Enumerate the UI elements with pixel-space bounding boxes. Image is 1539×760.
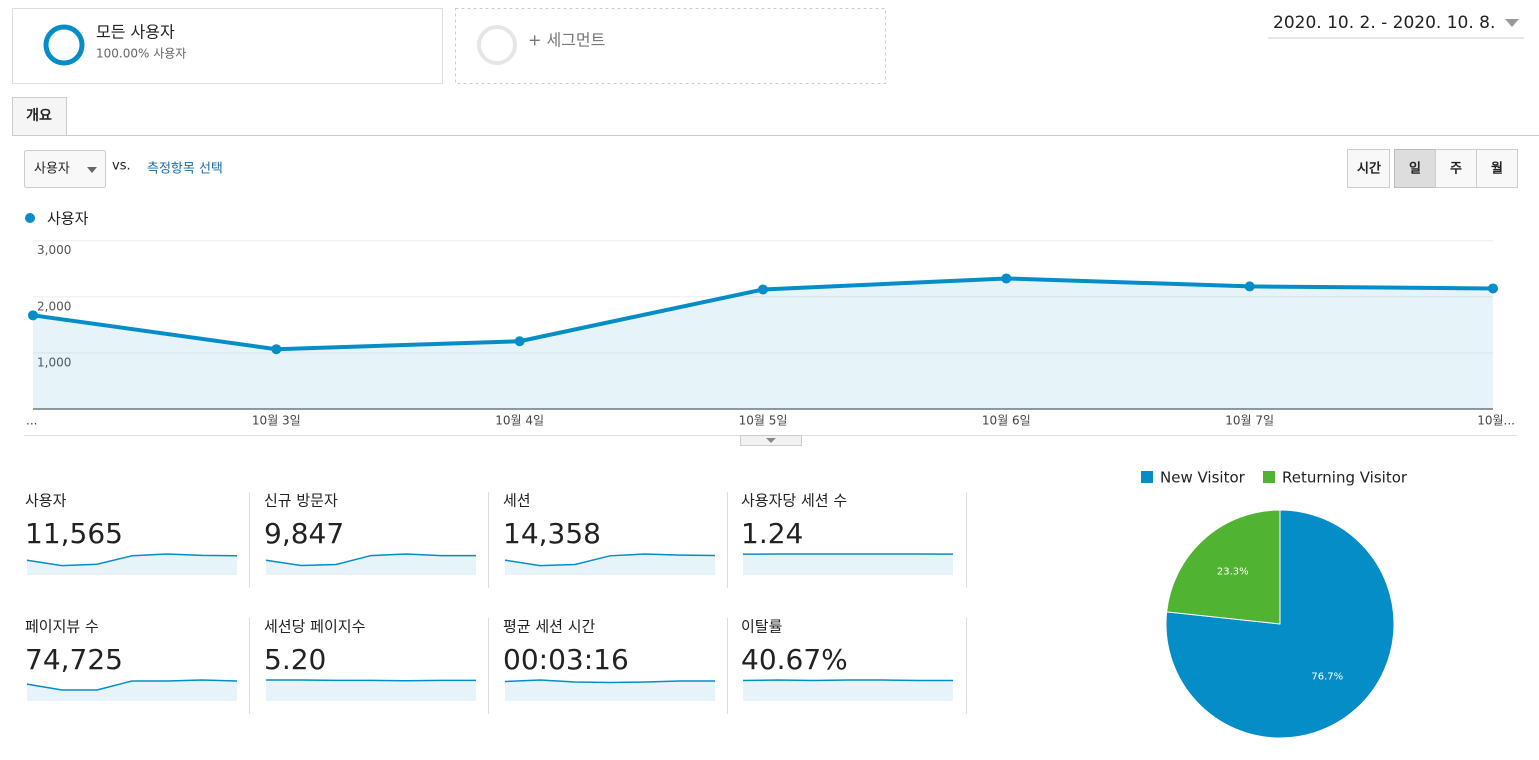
metric-label: 사용자당 세션 수 bbox=[741, 492, 847, 510]
plot-area bbox=[33, 239, 1493, 409]
sparkline bbox=[26, 553, 238, 567]
metric-value: 14,358 bbox=[503, 517, 601, 550]
granularity-label[interactable]: 일 bbox=[1409, 162, 1421, 177]
metric-label: 사용자 bbox=[25, 492, 67, 510]
segment-card[interactable] bbox=[12, 8, 443, 84]
date-dropdown-arrow[interactable] bbox=[1505, 19, 1519, 27]
x-tick-label: ... bbox=[26, 414, 37, 428]
granularity-label[interactable]: 시간 bbox=[1357, 161, 1381, 177]
point bbox=[271, 344, 282, 355]
tab[interactable] bbox=[12, 97, 67, 136]
segment-title: 모든 사용자 bbox=[96, 23, 175, 42]
granularity-button-active[interactable] bbox=[1394, 149, 1436, 188]
sparkline-area bbox=[266, 554, 476, 575]
legend-label: Returning Visitor bbox=[1282, 469, 1408, 487]
sparkline-area bbox=[266, 680, 476, 701]
metric-value: 5.20 bbox=[264, 643, 326, 676]
point bbox=[28, 310, 38, 321]
x-tick-label: 10월 5일 bbox=[739, 414, 788, 428]
granularity-button[interactable] bbox=[1347, 149, 1390, 188]
x-tick-label: 10월 3일 bbox=[252, 414, 301, 428]
x-tick-label: 10월 7일 bbox=[1225, 414, 1274, 428]
y-tick-label: 2,000 bbox=[37, 299, 71, 313]
sparkline bbox=[504, 553, 716, 567]
x-tick-label: 10월 6일 bbox=[982, 414, 1031, 428]
sparkline-area bbox=[505, 680, 715, 701]
point bbox=[514, 336, 525, 347]
x-tick-label: 10월 4일 bbox=[495, 414, 544, 428]
legend-swatch bbox=[1141, 471, 1153, 483]
dropdown-arrow bbox=[87, 167, 97, 173]
add-segment-icon bbox=[477, 25, 517, 65]
granularity-label[interactable]: 월 bbox=[1491, 161, 1503, 177]
sparkline-area bbox=[505, 554, 715, 575]
metric-label: 세션당 페이지수 bbox=[264, 618, 365, 636]
legend-dot bbox=[25, 213, 35, 223]
x-tick-label: 10월... bbox=[1477, 414, 1515, 428]
date-range[interactable]: 2020. 10. 2. - 2020. 10. 8. bbox=[1273, 13, 1495, 33]
y-tick-label: 3,000 bbox=[37, 243, 71, 257]
area bbox=[33, 278, 1493, 409]
point bbox=[1001, 273, 1012, 284]
metric-label: 평균 세션 시간 bbox=[503, 618, 596, 636]
granularity-button[interactable] bbox=[1435, 149, 1477, 188]
sparkline bbox=[504, 679, 715, 684]
segment-subtitle: 100.00% 사용자 bbox=[96, 47, 186, 61]
metric-label: 이탈률 bbox=[741, 618, 783, 636]
metric-value: 74,725 bbox=[25, 643, 123, 676]
sparkline bbox=[26, 679, 238, 691]
granularity-label[interactable]: 주 bbox=[1450, 162, 1462, 177]
sparkline-area bbox=[27, 680, 237, 701]
pie-slice bbox=[1166, 509, 1281, 625]
sparkline bbox=[266, 679, 476, 682]
metric-label: 세션 bbox=[503, 492, 531, 510]
metric-value: 11,565 bbox=[25, 517, 123, 550]
metric-label: 신규 방문자 bbox=[264, 492, 338, 510]
point bbox=[1488, 283, 1498, 294]
slice-label: 23.3% bbox=[1217, 566, 1249, 577]
metric-label: 페이지뷰 수 bbox=[25, 618, 99, 636]
legend-label: 사용자 bbox=[47, 210, 89, 228]
slice-label: 76.7% bbox=[1311, 672, 1343, 683]
point bbox=[758, 284, 768, 295]
metric-dropdown-label[interactable]: 사용자 bbox=[34, 162, 70, 177]
metric-value: 9,847 bbox=[264, 517, 344, 550]
metric-value: 00:03:16 bbox=[503, 643, 629, 676]
expand-arrow bbox=[766, 438, 776, 443]
sparkline-area bbox=[27, 554, 237, 575]
add-segment-card[interactable] bbox=[455, 8, 886, 84]
metric-value: 40.67% bbox=[741, 643, 848, 676]
y-tick-label: 1,000 bbox=[37, 355, 71, 369]
sparkline-area bbox=[743, 554, 953, 575]
sparkline bbox=[265, 553, 476, 567]
legend-swatch bbox=[1263, 471, 1275, 483]
vs-label: vs. bbox=[112, 159, 131, 174]
add-segment-label: + 세그먼트 bbox=[528, 31, 605, 50]
metric-dropdown[interactable] bbox=[24, 150, 106, 188]
segment-icon bbox=[43, 24, 85, 66]
point bbox=[1244, 281, 1255, 292]
sparkline bbox=[742, 679, 953, 682]
metric-value: 1.24 bbox=[741, 517, 803, 550]
sparkline-area bbox=[743, 680, 953, 701]
metric-link[interactable]: 측정항목 선택 bbox=[147, 162, 223, 177]
legend-label: New Visitor bbox=[1160, 469, 1246, 487]
granularity-button[interactable] bbox=[1476, 149, 1518, 188]
tab-label[interactable]: 개요 bbox=[26, 108, 52, 124]
